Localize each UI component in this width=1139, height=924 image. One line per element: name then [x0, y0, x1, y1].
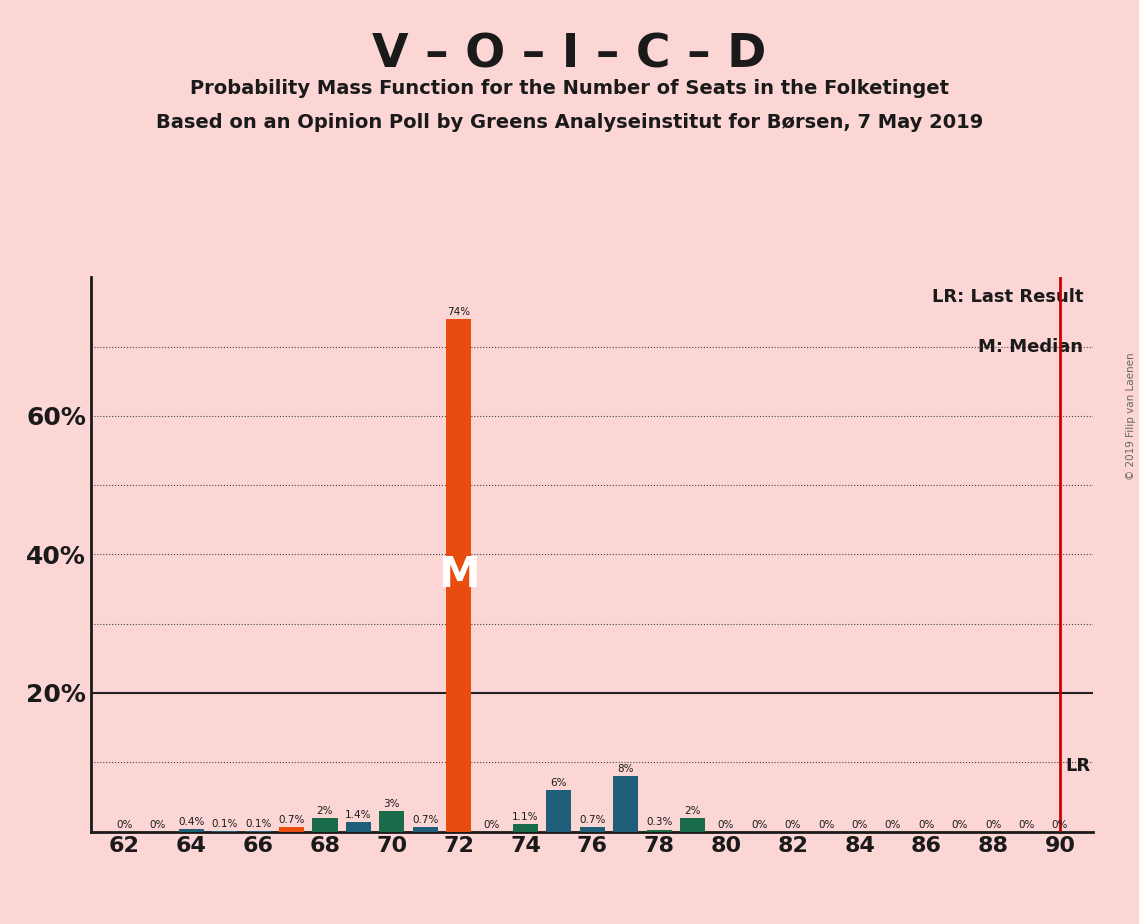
- Text: 8%: 8%: [617, 764, 634, 774]
- Text: 1.4%: 1.4%: [345, 809, 371, 820]
- Text: 0%: 0%: [985, 820, 1001, 830]
- Bar: [647, 830, 672, 832]
- Bar: [547, 790, 572, 832]
- Text: 0.7%: 0.7%: [579, 815, 606, 824]
- Text: 0%: 0%: [951, 820, 968, 830]
- Text: 1.1%: 1.1%: [513, 812, 539, 822]
- Text: 2%: 2%: [685, 806, 700, 816]
- Text: 0.7%: 0.7%: [412, 815, 439, 824]
- Text: 0.1%: 0.1%: [212, 819, 238, 829]
- Text: 0%: 0%: [818, 820, 835, 830]
- Bar: [580, 827, 605, 832]
- Text: 0.4%: 0.4%: [178, 817, 205, 827]
- Text: 0%: 0%: [918, 820, 935, 830]
- Bar: [446, 319, 472, 832]
- Text: 0.3%: 0.3%: [646, 818, 672, 828]
- Bar: [412, 827, 437, 832]
- Bar: [312, 818, 337, 832]
- Text: M: M: [437, 554, 480, 596]
- Text: 2%: 2%: [317, 806, 334, 816]
- Text: 0%: 0%: [785, 820, 801, 830]
- Text: 0%: 0%: [116, 820, 133, 830]
- Bar: [279, 827, 304, 832]
- Bar: [346, 822, 371, 832]
- Text: M: Median: M: Median: [978, 338, 1083, 356]
- Text: LR: Last Result: LR: Last Result: [932, 288, 1083, 306]
- Bar: [513, 824, 538, 832]
- Text: 0%: 0%: [718, 820, 735, 830]
- Text: 74%: 74%: [448, 307, 470, 317]
- Bar: [179, 829, 204, 832]
- Bar: [613, 776, 638, 832]
- Text: 0%: 0%: [1051, 820, 1068, 830]
- Bar: [379, 811, 404, 832]
- Text: 3%: 3%: [384, 798, 400, 808]
- Text: 0%: 0%: [885, 820, 901, 830]
- Text: Based on an Opinion Poll by Greens Analyseinstitut for Børsen, 7 May 2019: Based on an Opinion Poll by Greens Analy…: [156, 113, 983, 132]
- Text: V – O – I – C – D: V – O – I – C – D: [372, 32, 767, 78]
- Text: 0%: 0%: [149, 820, 166, 830]
- Text: LR: LR: [1065, 757, 1090, 774]
- Text: 0.1%: 0.1%: [245, 819, 271, 829]
- Text: 0%: 0%: [484, 820, 500, 830]
- Text: 0%: 0%: [1018, 820, 1035, 830]
- Text: Probability Mass Function for the Number of Seats in the Folketinget: Probability Mass Function for the Number…: [190, 79, 949, 98]
- Text: 0.7%: 0.7%: [278, 815, 305, 824]
- Bar: [680, 818, 705, 832]
- Text: © 2019 Filip van Laenen: © 2019 Filip van Laenen: [1126, 352, 1136, 480]
- Text: 0%: 0%: [751, 820, 768, 830]
- Text: 6%: 6%: [550, 778, 567, 788]
- Text: 0%: 0%: [851, 820, 868, 830]
